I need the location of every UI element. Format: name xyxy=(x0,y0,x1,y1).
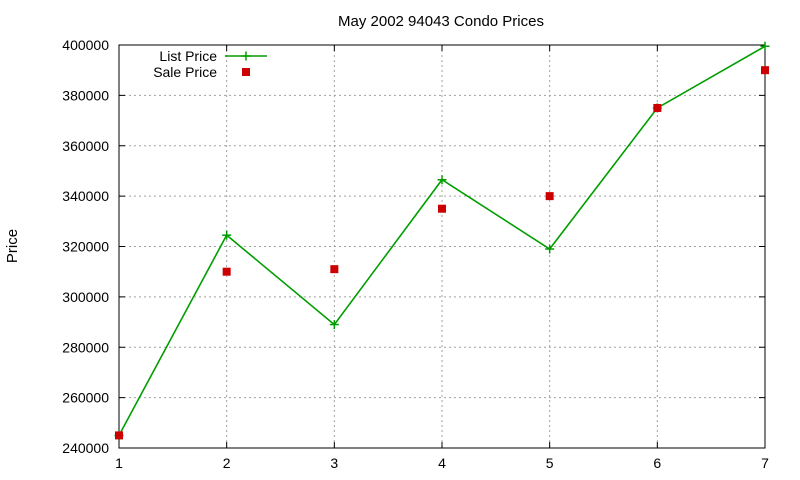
y-tick-label: 400000 xyxy=(62,37,109,53)
y-tick-label: 240000 xyxy=(62,440,109,456)
y-tick-label: 320000 xyxy=(62,239,109,255)
chart-title: May 2002 94043 Condo Prices xyxy=(338,13,544,30)
y-tick-label: 260000 xyxy=(62,390,109,406)
x-tick-label: 3 xyxy=(330,455,338,471)
x-tick-label: 6 xyxy=(653,455,661,471)
series xyxy=(114,41,770,440)
legend-label-list-price: List Price xyxy=(159,48,217,64)
legend: List Price Sale Price xyxy=(153,48,267,80)
y-tick-label: 360000 xyxy=(62,138,109,154)
y-tick-label: 380000 xyxy=(62,87,109,103)
data-point xyxy=(545,192,554,201)
y-tick-label: 280000 xyxy=(62,339,109,355)
x-tick-label: 2 xyxy=(223,455,231,471)
tick-labels: 1 2 3 4 5 6 7 240000 260000 280000 300000 320000 340… xyxy=(62,37,769,471)
data-point xyxy=(115,431,123,440)
data-point xyxy=(222,230,232,240)
x-tick-label: 1 xyxy=(115,455,123,471)
x-tick-label: 4 xyxy=(438,455,446,471)
legend-marker-list-price xyxy=(241,51,251,61)
data-point xyxy=(437,175,447,185)
grid xyxy=(119,45,765,448)
y-tick-label: 300000 xyxy=(62,289,109,305)
data-point xyxy=(329,320,339,330)
data-point xyxy=(222,267,231,276)
x-tick-label: 7 xyxy=(761,455,769,471)
x-tick-label: 5 xyxy=(546,455,554,471)
data-point xyxy=(330,265,339,274)
data-point xyxy=(761,66,769,75)
axis-ticks xyxy=(118,44,766,449)
data-point xyxy=(545,244,555,254)
y-tick-label: 340000 xyxy=(62,188,109,204)
series-sale-price xyxy=(115,66,769,440)
legend-marker-sale-price xyxy=(242,68,250,76)
y-axis-label: Price xyxy=(4,229,21,263)
legend-label-sale-price: Sale Price xyxy=(153,64,217,80)
data-point xyxy=(760,41,770,51)
data-point xyxy=(653,103,662,112)
data-point xyxy=(438,204,446,213)
